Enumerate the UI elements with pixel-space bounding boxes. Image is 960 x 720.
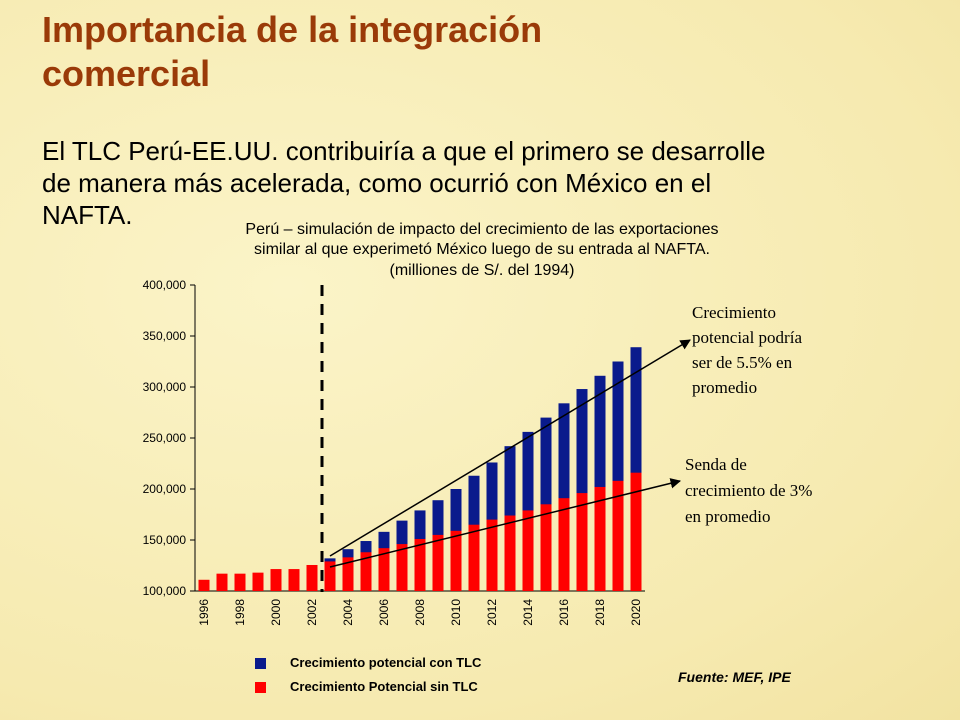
legend-label: Crecimiento potencial con TLC	[290, 655, 482, 670]
bar	[522, 510, 534, 591]
bar	[594, 486, 606, 591]
text-line: NAFTA.	[42, 200, 133, 230]
bar	[252, 572, 264, 591]
x-tick-label: 2006	[377, 599, 391, 626]
legend-label: Crecimiento Potencial sin TLC	[290, 679, 478, 694]
bar	[378, 548, 390, 591]
arrow	[329, 478, 682, 568]
bar	[612, 480, 624, 591]
text-line: El TLC Perú-EE.UU. contribuiría a que el…	[42, 136, 766, 166]
bar	[270, 569, 282, 591]
bar	[432, 534, 444, 591]
bar	[450, 530, 462, 591]
chart-title: Perú – simulación de impacto del crecimi…	[245, 221, 718, 238]
x-tick-label: 2020	[629, 599, 643, 626]
bar	[198, 579, 210, 591]
bar	[360, 552, 372, 591]
x-tick-label: 1998	[233, 599, 247, 626]
bar	[576, 493, 588, 591]
annotation: ser de 5.5% en	[692, 353, 793, 372]
x-tick-label: 2012	[485, 599, 499, 626]
y-tick-label: 100,000	[143, 584, 187, 598]
annotation: potencial podría	[692, 328, 802, 347]
y-tick-label: 400,000	[143, 278, 187, 292]
x-tick-label: 2016	[557, 599, 571, 626]
bar	[468, 524, 480, 591]
annotation: Senda de	[685, 455, 747, 474]
bar	[324, 561, 336, 591]
title-line: Importancia de la integración	[42, 9, 542, 50]
bar	[540, 504, 552, 591]
x-tick-label: 2010	[449, 599, 463, 626]
bar	[288, 569, 300, 591]
y-tick-label: 350,000	[143, 329, 187, 343]
y-tick-label: 300,000	[143, 380, 187, 394]
x-tick-label: 1996	[197, 599, 211, 626]
annotation: Crecimiento	[692, 303, 776, 322]
arrow	[329, 339, 691, 557]
annotation: crecimiento de 3%	[685, 481, 812, 500]
title-line: comercial	[42, 53, 210, 94]
bar	[612, 361, 624, 591]
x-tick-label: 2002	[305, 599, 319, 626]
legend-swatch	[255, 682, 266, 693]
x-tick-label: 2008	[413, 599, 427, 626]
text-line: de manera más acelerada, como ocurrió co…	[42, 168, 711, 198]
annotation: en promedio	[685, 507, 770, 526]
x-tick-label: 2014	[521, 599, 535, 626]
bar	[486, 519, 498, 591]
x-tick-label: 2004	[341, 599, 355, 626]
bar	[216, 573, 228, 591]
x-tick-label: 2018	[593, 599, 607, 626]
bar	[504, 515, 516, 591]
bar	[414, 538, 426, 591]
bar	[576, 389, 588, 591]
bar	[558, 403, 570, 591]
chart-title: (milliones de S/. del 1994)	[390, 262, 575, 279]
chart-title: similar al que experimetó México luego d…	[254, 241, 710, 258]
bar	[234, 573, 246, 591]
bar	[630, 472, 642, 591]
bar	[396, 544, 408, 591]
source: Fuente: MEF, IPE	[678, 669, 791, 685]
bar	[594, 375, 606, 591]
bar	[630, 347, 642, 591]
x-tick-label: 2000	[269, 599, 283, 626]
y-tick-label: 200,000	[143, 482, 187, 496]
y-tick-label: 250,000	[143, 431, 187, 445]
legend-swatch	[255, 658, 266, 669]
bar	[342, 557, 354, 591]
annotation: promedio	[692, 378, 757, 397]
y-tick-label: 150,000	[143, 533, 187, 547]
bar	[306, 564, 318, 591]
bar	[558, 498, 570, 591]
